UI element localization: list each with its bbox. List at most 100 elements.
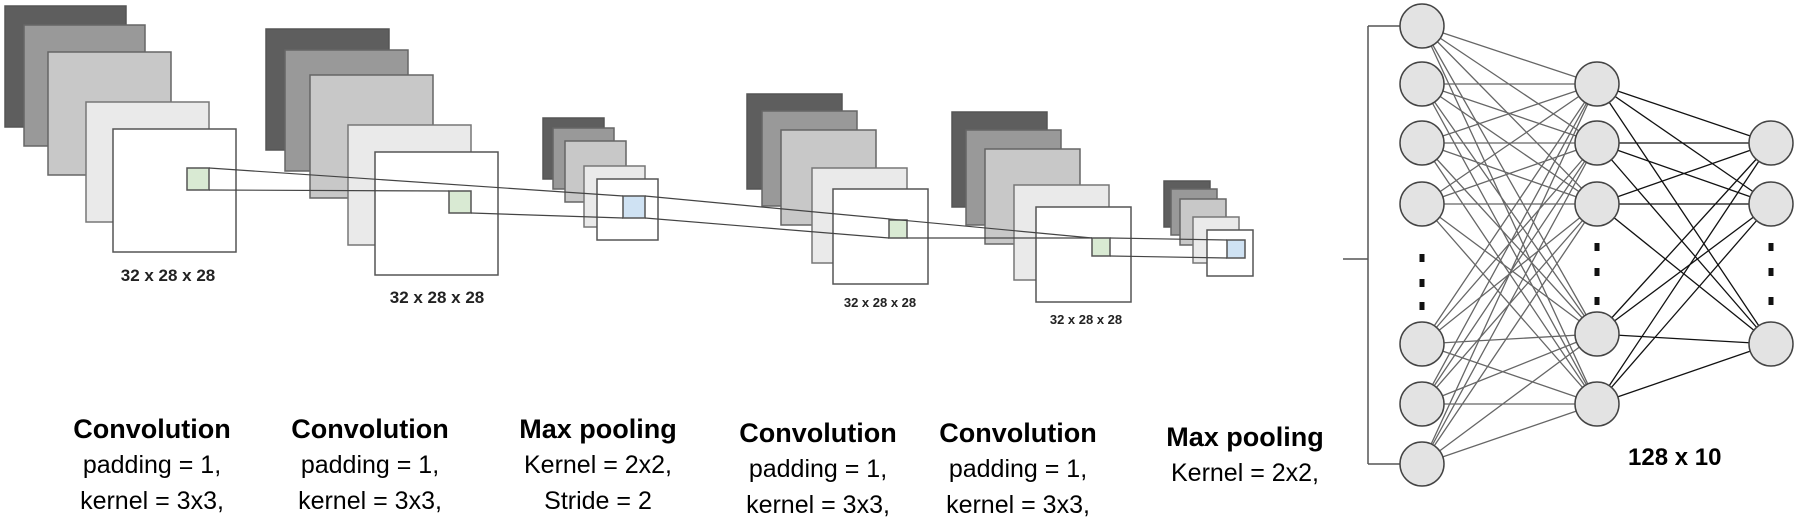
- fc-edge-input-hidden: [1421, 343, 1598, 405]
- layer-caption-conv-4: Convolution padding = 1, kernel = 3x3,: [913, 415, 1123, 523]
- fc-hidden-neuron: [1574, 61, 1620, 107]
- fc-edge-input-hidden: [1421, 25, 1598, 205]
- caption-title: Max pooling: [519, 414, 677, 444]
- caption-line: padding = 1,: [300, 451, 440, 479]
- conv-kernel-patch: [888, 219, 908, 239]
- fc-edge-hidden-output: [1596, 142, 1772, 405]
- ellipsis-dot: [1594, 268, 1600, 276]
- fc-input-neuron: [1399, 61, 1445, 107]
- ellipsis-dot: [1419, 254, 1425, 262]
- caption-title: Convolution: [939, 418, 1097, 448]
- fc-input-neuron: [1399, 381, 1445, 427]
- caption-line: padding = 1,: [82, 451, 222, 479]
- fc-hidden-neuron: [1574, 120, 1620, 166]
- fc-connections: [1421, 25, 1772, 465]
- fc-edge-input-hidden: [1421, 83, 1598, 205]
- fc-edge-input-hidden: [1421, 83, 1598, 465]
- feature-map-layer: [1035, 206, 1132, 303]
- caption-line: kernel = 3x3,: [746, 491, 890, 519]
- fc-output-neuron: [1748, 181, 1794, 227]
- fc-edge-hidden-output: [1596, 83, 1772, 205]
- fc-edge-input-hidden: [1421, 142, 1598, 465]
- fc-edge-hidden-output: [1596, 343, 1772, 405]
- fc-hidden-neuron: [1574, 181, 1620, 227]
- ellipsis-dot: [1419, 302, 1425, 310]
- caption-line: padding = 1,: [948, 455, 1088, 483]
- fc-neurons: [1399, 3, 1794, 487]
- caption-title: Convolution: [739, 418, 897, 448]
- fc-edge-input-hidden: [1421, 142, 1598, 335]
- fc-edge-input-hidden: [1421, 83, 1598, 144]
- layer-caption-conv-2: Convolution padding = 1, kernel = 3x3,: [265, 411, 475, 519]
- fc-edge-hidden-output: [1596, 83, 1772, 345]
- caption-line: Kernel = 2x2,: [523, 451, 672, 479]
- caption-title: Convolution: [291, 414, 449, 444]
- feature-map-dims-3: 32 x 28 x 28: [844, 295, 916, 310]
- ellipsis-dot: [1594, 243, 1600, 251]
- ellipsis-dot: [1768, 268, 1774, 276]
- fc-input-neuron: [1399, 120, 1445, 166]
- caption-title: Max pooling: [1166, 422, 1324, 452]
- fc-output-neuron: [1748, 321, 1794, 367]
- fc-edge-hidden-output: [1596, 203, 1772, 405]
- caption-line: Stride = 2: [544, 487, 652, 515]
- ellipsis-dot: [1768, 297, 1774, 305]
- ellipsis-dot: [1419, 279, 1425, 287]
- conv-kernel-patch: [448, 190, 472, 214]
- layer-caption-conv-1: Convolution padding = 1, kernel = 3x3,: [47, 411, 257, 519]
- caption-line: padding = 1,: [748, 455, 888, 483]
- fc-edge-input-hidden: [1421, 83, 1598, 335]
- ellipsis-dot: [1768, 243, 1774, 251]
- pool-kernel-patch: [1226, 239, 1246, 259]
- feature-map-dims-4: 32 x 28 x 28: [1050, 312, 1122, 327]
- fc-edge-input-hidden: [1421, 333, 1598, 465]
- feature-map-stack-4: 32 x 28 x 28: [746, 93, 929, 310]
- ellipsis-dot: [1594, 297, 1600, 305]
- fc-input-neuron: [1399, 181, 1445, 227]
- feature-map-stack-2: 32 x 28 x 28: [265, 28, 499, 307]
- fc-edge-input-hidden: [1421, 333, 1598, 405]
- fc-edge-input-hidden: [1421, 333, 1598, 345]
- fc-edge-input-hidden: [1421, 83, 1598, 405]
- feature-map-dims-2: 32 x 28 x 28: [390, 288, 485, 307]
- feature-map-dims-1: 32 x 28 x 28: [121, 266, 216, 285]
- fc-hidden-neuron: [1574, 311, 1620, 357]
- fc-hidden-neuron: [1574, 381, 1620, 427]
- fc-edge-input-hidden: [1421, 25, 1598, 335]
- fc-edge-hidden-output: [1596, 142, 1772, 205]
- feature-map-layer: [832, 188, 929, 285]
- conv-kernel-patch: [1091, 237, 1111, 257]
- caption-line: kernel = 3x3,: [80, 487, 224, 515]
- fc-input-neuron: [1399, 441, 1445, 487]
- fc-input-neuron: [1399, 321, 1445, 367]
- fc-edge-input-hidden: [1421, 203, 1598, 465]
- caption-line: kernel = 3x3,: [298, 487, 442, 515]
- fc-edge-input-hidden: [1421, 83, 1598, 345]
- fc-edge-input-hidden: [1421, 203, 1598, 335]
- layer-caption-maxpool-1: Max pooling Kernel = 2x2, Stride = 2: [493, 411, 703, 519]
- feature-map-stack-3: [542, 117, 659, 241]
- layer-caption-maxpool-2: Max pooling Kernel = 2x2,: [1140, 419, 1350, 491]
- fc-edge-hidden-output: [1596, 142, 1772, 345]
- fc-edge-input-hidden: [1421, 142, 1598, 205]
- caption-title: Convolution: [73, 414, 231, 444]
- layer-caption-conv-3: Convolution padding = 1, kernel = 3x3,: [713, 415, 923, 523]
- fc-output-neuron: [1748, 120, 1794, 166]
- feature-map-stack-1: 32 x 28 x 28: [4, 5, 237, 285]
- fc-edge-input-hidden: [1421, 25, 1598, 85]
- conv-kernel-patch: [186, 167, 210, 191]
- fc-edge-hidden-output: [1596, 142, 1772, 335]
- fc-edge-hidden-output: [1596, 83, 1772, 144]
- fc-edge-input-hidden: [1421, 403, 1598, 465]
- flatten-bracket: [1343, 25, 1400, 465]
- fc-input-neuron: [1399, 3, 1445, 49]
- pool-kernel-patch: [622, 195, 646, 219]
- feature-map-stack-6: [1163, 180, 1254, 277]
- kernel-projection-lines: [208, 167, 1228, 259]
- caption-line: Kernel = 2x2,: [1170, 459, 1319, 487]
- feature-map-stack-5: 32 x 28 x 28: [951, 111, 1132, 327]
- caption-line: kernel = 3x3,: [946, 491, 1090, 519]
- fc-layer-dims: 128 x 10: [1628, 444, 1722, 471]
- fc-edge-hidden-output: [1596, 203, 1772, 335]
